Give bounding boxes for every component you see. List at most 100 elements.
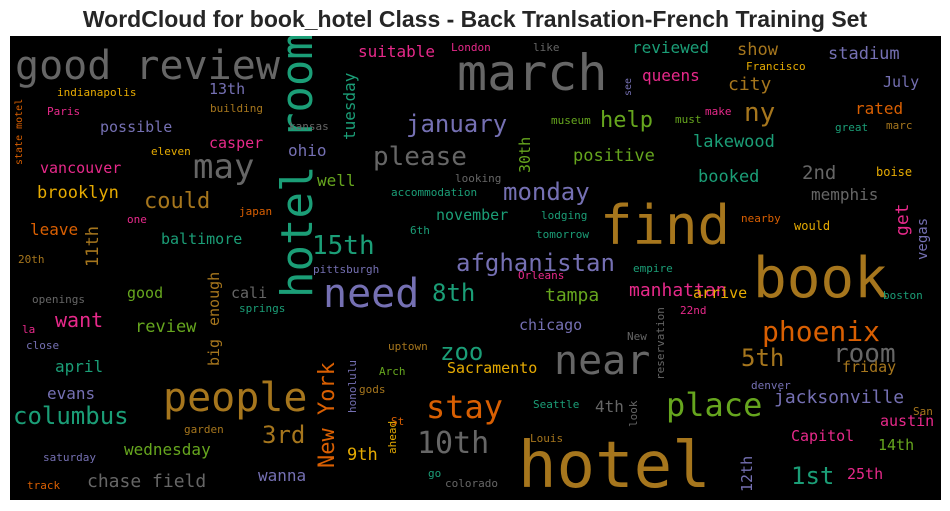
word: go [428, 467, 442, 480]
word: lodging [541, 209, 588, 222]
word: find [600, 194, 731, 257]
word: japan [239, 205, 273, 218]
word: november [436, 206, 509, 224]
word: help [600, 108, 653, 133]
word: boston [883, 289, 923, 302]
word: Francisco [746, 60, 806, 73]
word: march [457, 44, 608, 102]
word: 1st [791, 462, 835, 490]
word: July [883, 73, 920, 91]
word: openings [32, 293, 85, 306]
word: well [317, 171, 356, 190]
word: zoo [440, 338, 484, 366]
word: stay [426, 388, 504, 426]
word: 3rd [262, 421, 306, 449]
word: St [391, 415, 405, 428]
word: rated [855, 99, 904, 118]
word: see [623, 77, 634, 96]
word: must [675, 113, 702, 126]
word: uptown [388, 340, 428, 353]
word: show [737, 40, 778, 60]
word: springs [239, 302, 286, 315]
word: pittsburgh [313, 263, 380, 276]
word: 4th [595, 397, 624, 416]
word: New [627, 330, 647, 343]
word: track [27, 479, 61, 492]
word: 10th [417, 426, 490, 461]
word: looking [455, 172, 502, 185]
word: april [55, 357, 104, 376]
word: New York [315, 362, 340, 468]
word: vegas [915, 217, 931, 260]
word: indianapolis [57, 86, 137, 99]
word-cloud: hotel book find march hotel room good re… [10, 36, 941, 500]
word: place [666, 386, 763, 424]
word: 13th [209, 80, 246, 98]
word: Paris [47, 105, 81, 118]
word: enough [205, 271, 223, 326]
word: great [835, 121, 869, 134]
word: denver [751, 379, 791, 392]
word: boise [876, 165, 913, 179]
word: building [210, 102, 263, 115]
word: empire [633, 262, 673, 275]
word: state motel [14, 98, 25, 165]
word: jacksonville [774, 387, 905, 408]
chart-title: WordCloud for book_hotel Class - Back Tr… [82, 6, 868, 32]
word: people [163, 375, 308, 421]
word: reviewed [632, 38, 710, 57]
word: memphis [811, 185, 879, 204]
word: Capitol [791, 427, 855, 445]
word: baltimore [161, 230, 243, 248]
word: get [892, 203, 913, 236]
word: 9th [347, 445, 378, 465]
word: tomorrow [536, 228, 589, 241]
word: tuesday [340, 72, 359, 140]
word: hotel [518, 429, 711, 500]
word: Sacramento [447, 359, 538, 377]
word: suitable [358, 42, 436, 61]
word: leave [30, 220, 79, 239]
word: please [373, 142, 467, 172]
word: close [26, 339, 60, 352]
word: near [554, 338, 651, 384]
word: afghanistan [456, 249, 615, 277]
word: need [323, 271, 420, 317]
word: wednesday [124, 440, 211, 459]
word: evans [47, 384, 96, 403]
word: good [127, 284, 164, 302]
word: possible [100, 118, 173, 136]
word: ohio [288, 141, 327, 160]
word: austin [880, 412, 935, 430]
word: casper [209, 134, 264, 152]
word: chicago [519, 316, 583, 334]
word: ny [744, 98, 776, 128]
word: vancouver [40, 159, 122, 177]
word: city [728, 74, 772, 95]
word: honolulu [346, 360, 359, 413]
word: nearby [741, 212, 781, 225]
word: garden [184, 423, 224, 436]
word: saturday [43, 451, 96, 464]
word: make [705, 105, 732, 118]
word: Arch [379, 365, 406, 378]
word: queens [642, 66, 700, 85]
word: la [22, 323, 36, 336]
word: would [794, 219, 831, 233]
word: colorado [445, 477, 498, 490]
word: 15th [312, 231, 375, 261]
word: phoenix [762, 315, 881, 348]
word: 11th [83, 226, 103, 267]
word: one [127, 213, 147, 226]
word: booked [698, 167, 760, 187]
word: room [833, 339, 896, 369]
word: reservation [654, 307, 667, 380]
word: 14th [878, 436, 915, 454]
word: look [627, 400, 640, 428]
word: review [135, 317, 197, 337]
word: gods [359, 383, 386, 396]
word: manhattan [629, 280, 727, 301]
word: Orleans [518, 269, 565, 282]
word: stadium [828, 44, 900, 64]
word: friday [842, 358, 897, 376]
